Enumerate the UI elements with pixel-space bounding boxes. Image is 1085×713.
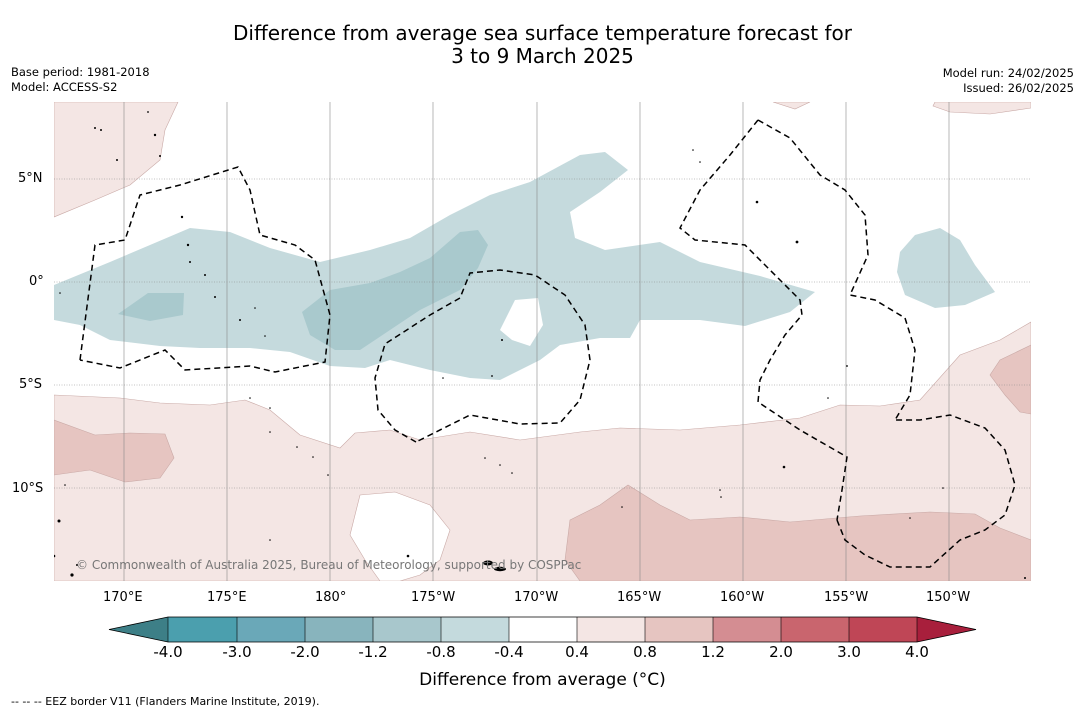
colorbar-arrow-high <box>917 617 976 642</box>
eez-border-line-islands-west <box>679 119 848 521</box>
warm-patch-east <box>989 344 1031 415</box>
warm-patch-north <box>772 102 811 110</box>
meta-left: Base period: 1981-2018 Model: ACCESS-S2 <box>11 65 150 95</box>
eez-border-line-islands <box>757 119 916 421</box>
colorbar-bin <box>849 617 917 642</box>
lon-label-175w: 175°W <box>411 590 456 605</box>
warm-anomaly-south <box>54 321 1031 581</box>
colorbar-tick-label: 3.0 <box>837 643 861 661</box>
copyright-notice: © Commonwealth of Australia 2025, Bureau… <box>76 558 582 572</box>
colorbar-tick-label: 1.2 <box>701 643 725 661</box>
issued-date: Issued: 26/02/2025 <box>963 81 1074 95</box>
colorbar-tick-label: -3.0 <box>222 643 252 661</box>
colorbar-arrow-low <box>109 617 168 642</box>
colorbar-title: Difference from average (°C) <box>419 670 666 690</box>
lat-label-10s: 10°S <box>12 481 44 496</box>
neutral-hole <box>500 298 543 346</box>
lon-label-160w: 160°W <box>720 590 765 605</box>
eez-border-phoenix <box>374 269 591 443</box>
colorbar-tick-label: 4.0 <box>905 643 929 661</box>
cool-patch-east <box>897 228 995 308</box>
base-period: Base period: 1981-2018 <box>11 65 150 79</box>
eez-borders <box>79 119 1016 568</box>
colorbar-bin <box>509 617 577 642</box>
lon-label-170e: 170°E <box>103 590 143 605</box>
colorbar-tick-label: 2.0 <box>769 643 793 661</box>
lon-label-150w: 150°W <box>926 590 971 605</box>
colorbar-tick-label: 0.8 <box>633 643 657 661</box>
lat-label-5n: 5°N <box>18 171 43 186</box>
eez-border-kiribati-gilbert <box>79 166 331 373</box>
colorbar <box>108 616 977 643</box>
colorbar-tick-label: -4.0 <box>153 643 183 661</box>
colorbar-tick-label: -0.4 <box>494 643 524 661</box>
lon-label-170w: 170°W <box>514 590 559 605</box>
islands <box>54 111 1026 579</box>
warm-patch-west <box>54 419 175 483</box>
title-line-2: 3 to 9 March 2025 <box>451 44 634 68</box>
model-run: Model run: 24/02/2025 <box>942 66 1074 80</box>
lon-label-155w: 155°W <box>824 590 869 605</box>
lon-label-180: 180° <box>315 590 347 605</box>
title-line-1: Difference from average sea surface temp… <box>232 21 852 45</box>
colorbar-bin <box>713 617 781 642</box>
colorbar-bin <box>373 617 441 642</box>
lon-label-175e: 175°E <box>207 590 247 605</box>
colorbar-tick-label: -2.0 <box>290 643 320 661</box>
eez-footnote: -- -- -- EEZ border V11 (Flanders Marine… <box>11 695 320 708</box>
colorbar-tick-label: 0.4 <box>565 643 589 661</box>
meridians <box>123 102 950 581</box>
map-plot-area <box>54 102 1031 581</box>
meta-right: Model run: 24/02/2025 Issued: 26/02/2025 <box>943 66 1074 96</box>
colorbar-bin <box>168 617 237 642</box>
cool-patch-west <box>118 293 184 321</box>
warm-patch-northeast <box>932 102 1031 115</box>
warm-patch-northwest <box>54 102 179 218</box>
colorbar-tick-label: -1.2 <box>358 643 388 661</box>
cool-patch-center <box>302 230 488 350</box>
map-title: Difference from average sea surface temp… <box>0 22 1085 68</box>
colorbar-bin <box>781 617 849 642</box>
eez-border-southeast <box>836 414 1016 568</box>
colorbar-bin <box>577 617 645 642</box>
colorbar-bin <box>441 617 509 642</box>
lat-label-eq: 0° <box>29 274 44 289</box>
lon-label-165w: 165°W <box>617 590 662 605</box>
lat-label-5s: 5°S <box>19 377 43 392</box>
neutral-pocket <box>349 491 451 581</box>
model-name: Model: ACCESS-S2 <box>11 80 118 94</box>
colorbar-tick-label: -0.8 <box>426 643 456 661</box>
colorbar-bin <box>645 617 713 642</box>
graticule <box>54 178 1031 489</box>
warm-patch-southeast <box>564 484 1031 581</box>
colorbar-bin <box>305 617 373 642</box>
colorbar-bin <box>237 617 305 642</box>
